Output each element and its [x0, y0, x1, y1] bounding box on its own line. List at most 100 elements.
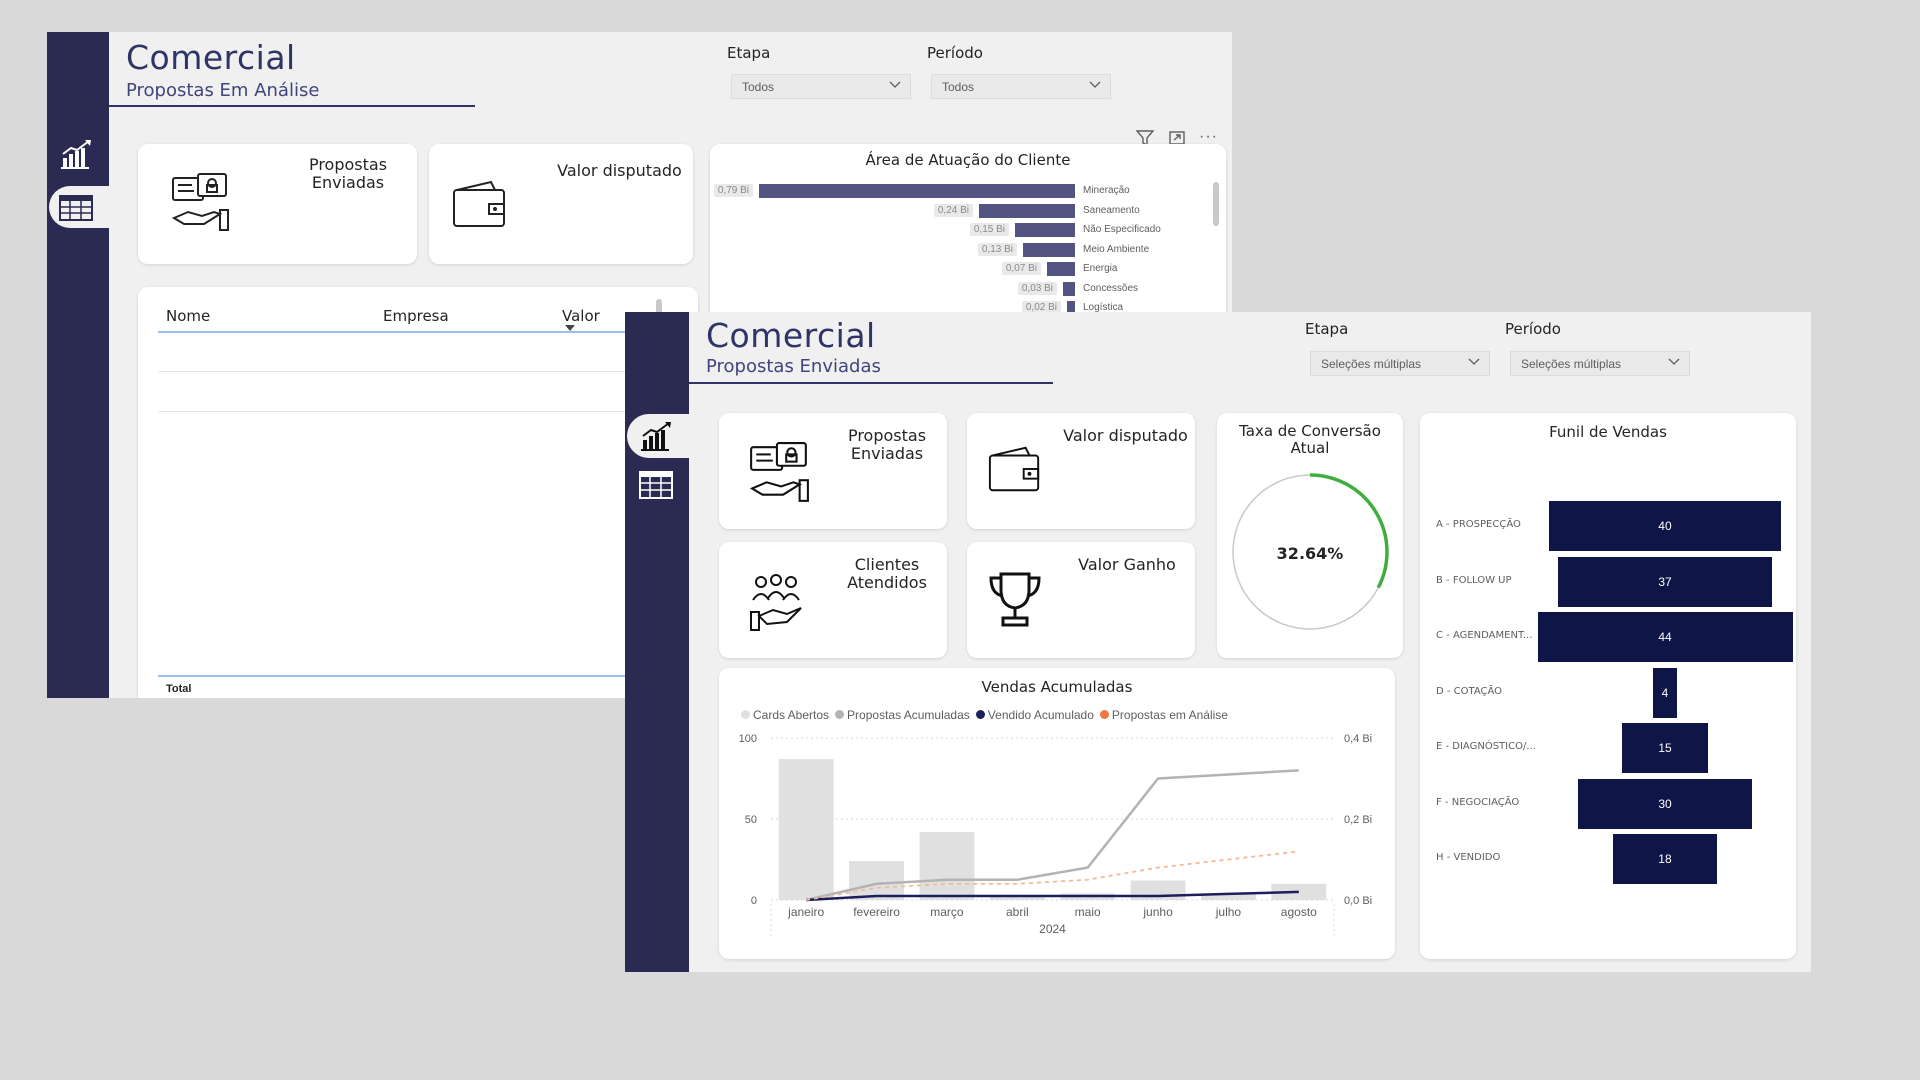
area-bar[interactable] [1023, 242, 1075, 257]
funnel-stage-bar[interactable]: 40 [1549, 501, 1781, 551]
table-total-rule [158, 675, 638, 677]
area-bar-category: Meio Ambiente [1083, 243, 1150, 255]
funnel-stage-bar[interactable]: 15 [1621, 723, 1709, 773]
area-bar[interactable] [1067, 301, 1075, 315]
area-bar[interactable] [759, 184, 1075, 198]
area-bar-value: 0,24 Bi [933, 203, 973, 217]
area-bar-row[interactable]: 0,15 Bi Não Especificado [710, 223, 1226, 237]
table-header-rule [158, 331, 638, 333]
nav-chart-icon[interactable] [57, 138, 97, 170]
col-header-nome[interactable]: Nome [166, 307, 211, 325]
funnel-stage-bar[interactable]: 44 [1537, 612, 1793, 662]
wallet-icon [451, 178, 509, 235]
area-bar-value: 0,07 Bi [1001, 262, 1041, 275]
nav-table-icon[interactable] [58, 194, 94, 222]
vertical-scrollbar[interactable] [656, 299, 662, 321]
chevron-down-icon [1468, 358, 1480, 365]
proposals-table: Nome Empresa Valor Total [138, 287, 698, 698]
filter-periodo-value: Seleções múltiplas [1521, 357, 1622, 371]
filter-etapa-label: Etapa [1305, 320, 1349, 338]
legend-item[interactable]: Cards Abertos [741, 708, 829, 722]
kpi-valor-ganho-label: Valor Ganho [1078, 555, 1176, 574]
col-header-empresa[interactable]: Empresa [383, 307, 449, 325]
area-bar[interactable] [1047, 262, 1075, 276]
kpi-propostas-label: Propostas Enviadas [298, 155, 398, 193]
conversion-rate-card: Taxa de Conversão Atual 32.64% [1217, 413, 1403, 658]
area-bar-value: 0,79 Bi [713, 184, 753, 197]
chart-legend: Cards Abertos Propostas Acumuladas Vendido… [741, 706, 1234, 724]
x-axis-tick-label: maio [1075, 905, 1101, 919]
legend-item[interactable]: Propostas Acumuladas [835, 708, 970, 722]
kpi-label-line2: Enviadas [311, 173, 385, 193]
kpi-label-line2: Atendidos [847, 573, 927, 593]
chevron-down-icon [1089, 81, 1101, 88]
y2-axis-tick-label: 0,2 Bi [1344, 814, 1372, 826]
filter-periodo-dropdown[interactable]: Seleções múltiplas [1510, 351, 1690, 376]
funnel-stage-bar[interactable]: 30 [1578, 778, 1752, 829]
page-subtitle: Propostas Em Análise [126, 80, 320, 101]
area-bar-category: Saneamento [1083, 204, 1140, 216]
x-axis-tick-label: agosto [1281, 905, 1317, 919]
funnel-stage-bar[interactable]: 18 [1612, 834, 1718, 884]
vendas-plot: 100 0,4 Bi 50 0,2 Bi 0 0,0 Bi janeiro fevereiro… [739, 733, 1372, 938]
chart-scrollbar[interactable] [1213, 182, 1219, 226]
funnel-stage-label: H - VENDIDO [1436, 852, 1501, 863]
y-axis-tick-label: 100 [739, 733, 757, 745]
area-bar[interactable] [979, 203, 1075, 218]
title-underline [689, 382, 1053, 384]
table-total-label: Total [166, 683, 192, 695]
proposal-hand-icon [747, 441, 811, 510]
cards-abertos-bar [989, 896, 1045, 900]
legend-marker [835, 710, 845, 719]
funnel-stage-label: A - PROSPECÇÃO [1436, 519, 1521, 530]
legend-label: Propostas Acumuladas [847, 707, 970, 722]
page-title: Comercial [126, 38, 296, 77]
filter-periodo-dropdown[interactable]: Todos [931, 74, 1111, 99]
funnel-stage-bar[interactable]: 4 [1653, 667, 1677, 718]
funnel-stage-bar[interactable]: 37 [1557, 556, 1773, 607]
filter-etapa-dropdown[interactable]: Todos [731, 74, 911, 99]
cards-abertos-bar [919, 831, 975, 900]
area-bar-category: Não Especificado [1083, 224, 1161, 235]
area-bar-category: Mineração [1083, 185, 1130, 196]
funnel-chart: Funil de Vendas A - PROSPECÇÃO 40 B - FOLL… [1420, 413, 1796, 959]
kpi-label-line2: Enviadas [850, 444, 924, 464]
x-axis-tick-label: abril [1006, 905, 1029, 919]
nav-table-icon[interactable] [638, 470, 674, 500]
area-bar-row[interactable]: 0,02 Bi Logística [710, 301, 1226, 315]
area-bar-row[interactable]: 0,07 Bi Energia [710, 262, 1226, 276]
legend-item[interactable]: Vendido Acumulado [975, 708, 1094, 722]
area-bar-row[interactable]: 0,24 Bi Saneamento [710, 203, 1226, 218]
area-bar[interactable] [1063, 281, 1075, 296]
kpi-card-valor-disputado: Valor disputado [429, 144, 693, 264]
more-options-icon[interactable]: ··· [1199, 128, 1218, 145]
area-bar-row[interactable]: 0,79 Bi Mineração [710, 184, 1226, 198]
navigation-rail [625, 312, 689, 972]
conversion-title-line2: Atual [1290, 439, 1330, 458]
kpi-valor-label: Valor disputado [557, 161, 682, 180]
area-bar-row[interactable]: 0,03 Bi Concessões [710, 281, 1226, 296]
legend-marker [975, 710, 985, 719]
kpi-clientes-label: Clientes Atendidos [837, 555, 937, 593]
area-bar-row[interactable]: 0,13 Bi Meio Ambiente [710, 242, 1226, 257]
area-bar[interactable] [1015, 223, 1075, 237]
report-propostas-enviadas: Comercial Propostas Enviadas Etapa Seleç… [625, 312, 1811, 972]
kpi-card-propostas: Propostas Enviadas [138, 144, 417, 264]
x-axis-tick-label: março [930, 905, 964, 919]
chevron-down-icon [889, 81, 901, 88]
kpi-label-line1: Clientes [854, 555, 920, 574]
filter-etapa-dropdown[interactable]: Seleções múltiplas [1310, 351, 1490, 376]
x-axis-tick-label: julho [1215, 905, 1242, 919]
title-underline [109, 105, 475, 107]
conversion-title-line1: Taxa de Conversão [1239, 422, 1381, 440]
col-header-valor[interactable]: Valor [562, 307, 600, 325]
table-row [158, 371, 638, 372]
y-axis-tick-label: 0 [751, 895, 757, 907]
funnel-stage-label: E - DIAGNÓSTICO/... [1436, 741, 1536, 752]
nav-chart-icon[interactable] [637, 420, 677, 452]
x-axis-tick-label: fevereiro [853, 905, 900, 919]
legend-item[interactable]: Propostas em Análise [1099, 708, 1228, 722]
vendas-acumuladas-chart: Vendas Acumuladas Cards Abertos Propostas… [719, 668, 1395, 959]
x-axis-tick-label: junho [1142, 905, 1173, 919]
sort-desc-icon[interactable] [565, 325, 575, 331]
